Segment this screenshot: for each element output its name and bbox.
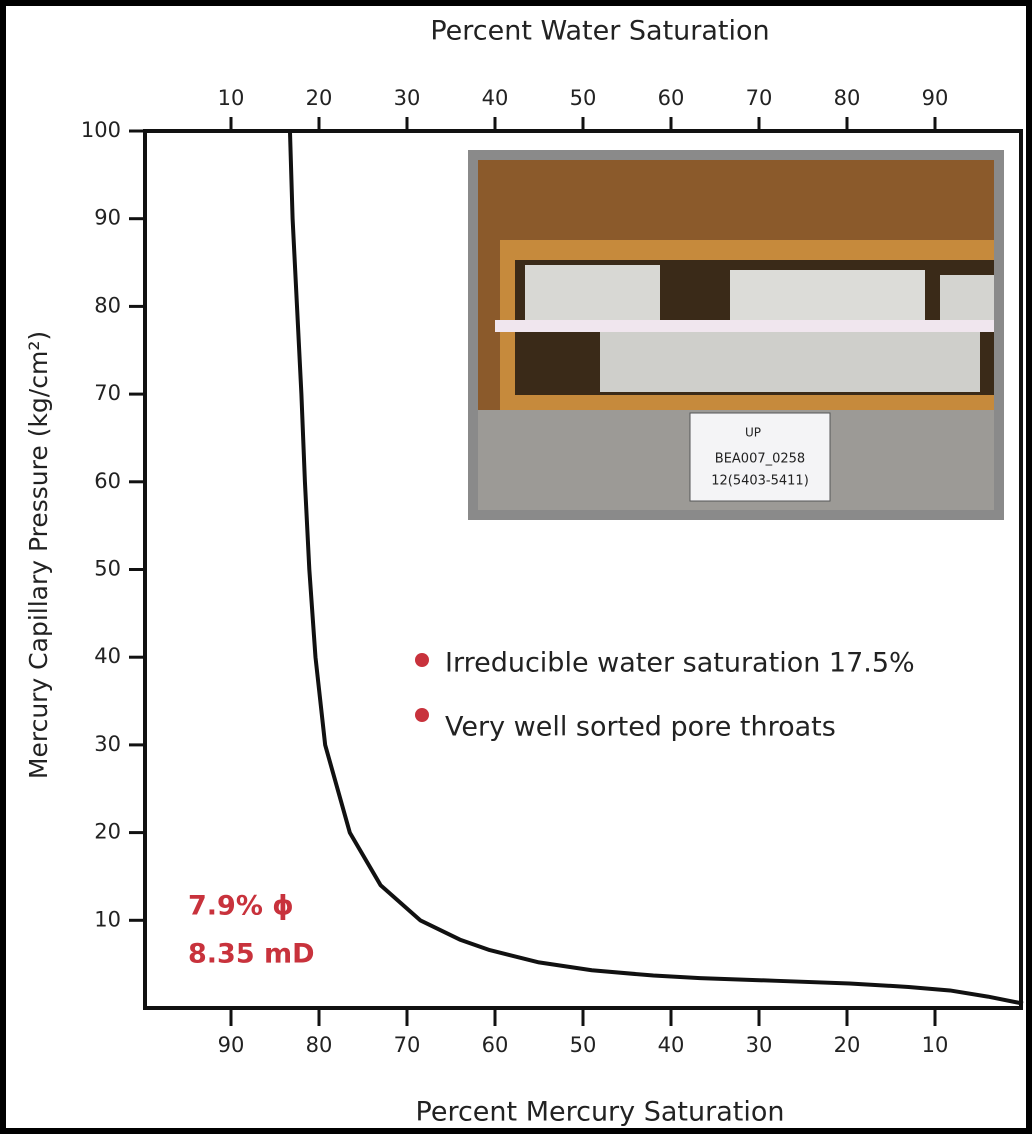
curve bbox=[287, 130, 1024, 1006]
x2-tick-label: 30 bbox=[394, 86, 421, 110]
photo-label: BEA007_0258 bbox=[715, 452, 805, 467]
y-tick-label: 100 bbox=[81, 118, 121, 142]
x-tick-label: 80 bbox=[306, 1033, 333, 1057]
x-tick-label: 30 bbox=[746, 1033, 773, 1057]
y-tick-label: 40 bbox=[94, 644, 121, 668]
y-tick-label: 70 bbox=[94, 381, 121, 405]
x2-tick-label: 40 bbox=[482, 86, 509, 110]
y-tick-label: 80 bbox=[94, 293, 121, 317]
y-tick-label: 90 bbox=[94, 206, 121, 230]
y-axis-title: Mercury Capillary Pressure (kg/cm²) bbox=[24, 331, 53, 779]
top-axis-title: Percent Water Saturation bbox=[430, 16, 769, 47]
x-axis-title: Percent Mercury Saturation bbox=[416, 1097, 785, 1128]
x2-tick-label: 50 bbox=[570, 86, 597, 110]
y-tick-label: 50 bbox=[94, 557, 121, 581]
annotation: Irreducible water saturation 17.5% bbox=[445, 648, 915, 679]
x2-tick-label: 90 bbox=[922, 86, 949, 110]
y-tick-label: 10 bbox=[94, 907, 121, 931]
x-tick-label: 20 bbox=[834, 1033, 861, 1057]
x-tick-label: 10 bbox=[922, 1033, 949, 1057]
photo: UP BEA007_0258 12(5403-5411) bbox=[468, 150, 1004, 520]
x-tick-label: 70 bbox=[394, 1033, 421, 1057]
y-tick-label: 60 bbox=[94, 469, 121, 493]
y-tick-label: 30 bbox=[94, 732, 121, 756]
x2-tick-label: 70 bbox=[746, 86, 773, 110]
x2-tick-label: 20 bbox=[306, 86, 333, 110]
x-tick-label: 40 bbox=[658, 1033, 685, 1057]
y-tick-label: 20 bbox=[94, 820, 121, 844]
x-tick-label: 60 bbox=[482, 1033, 509, 1057]
annotation: Very well sorted pore throats bbox=[445, 712, 836, 743]
x-tick-label: 50 bbox=[570, 1033, 597, 1057]
bullet bbox=[415, 708, 429, 722]
x2-tick-label: 60 bbox=[658, 86, 685, 110]
stat: 7.9% ϕ bbox=[188, 891, 294, 922]
photo-label: 12(5403-5411) bbox=[711, 474, 809, 489]
x2-tick-label: 80 bbox=[834, 86, 861, 110]
stat: 8.35 mD bbox=[188, 939, 315, 970]
x-tick-label: 90 bbox=[218, 1033, 245, 1057]
bullet bbox=[415, 653, 429, 667]
x2-tick-label: 10 bbox=[218, 86, 245, 110]
photo-label: UP bbox=[745, 426, 761, 440]
